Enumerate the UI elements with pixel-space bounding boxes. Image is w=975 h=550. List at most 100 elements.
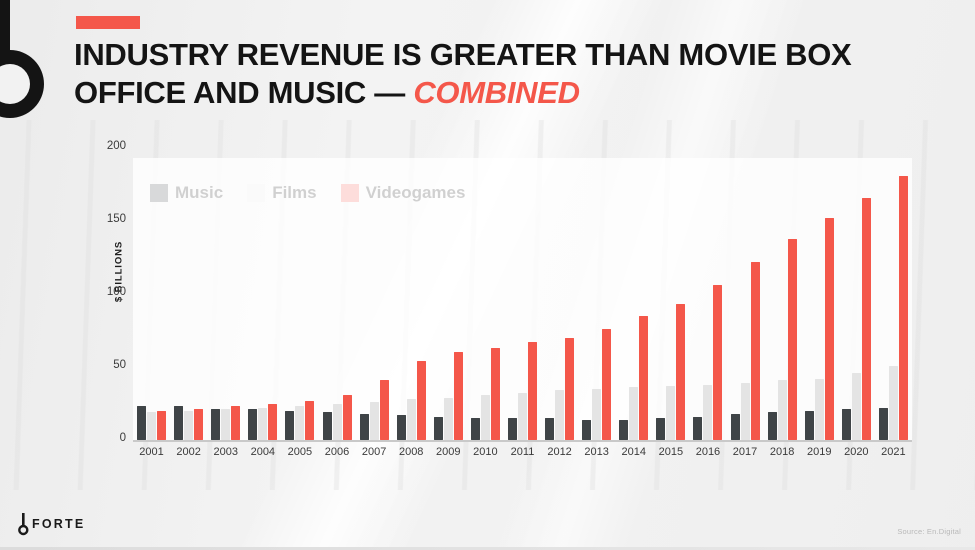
bar-music-2006[interactable] [322,412,332,440]
title-line-2-plain: OFFICE AND MUSIC — [74,75,414,110]
bar-videogames-2016[interactable] [713,285,723,440]
bar-music-2014[interactable] [619,419,629,440]
bar-groups [133,148,912,440]
bar-group [356,148,393,440]
x-axis-tick-label: 2020 [844,446,869,458]
bar-group [875,148,912,440]
bar-videogames-2014[interactable] [639,315,649,440]
bar-films-2007[interactable] [369,402,379,440]
bar-music-2002[interactable] [174,406,184,440]
bar-films-2001[interactable] [147,412,157,440]
bar-group [467,148,504,440]
bar-videogames-2006[interactable] [342,394,352,440]
bottom-divider [0,547,975,550]
x-axis-line [133,440,912,442]
bar-group [615,148,652,440]
bar-videogames-2018[interactable] [787,238,797,440]
bar-music-2015[interactable] [656,418,666,440]
bar-videogames-2019[interactable] [824,218,834,440]
bar-films-2011[interactable] [517,393,527,440]
x-axis-tick-label: 2006 [324,446,350,458]
bar-music-2013[interactable] [582,419,592,440]
bar-videogames-2010[interactable] [490,348,500,440]
bar-group [652,148,689,440]
bar-music-2005[interactable] [285,410,295,440]
bar-group [393,148,430,440]
bar-videogames-2002[interactable] [194,409,204,440]
bar-videogames-2015[interactable] [676,304,686,440]
bar-group [801,148,838,440]
bar-videogames-2020[interactable] [861,197,871,440]
bar-films-2010[interactable] [480,394,490,440]
bar-films-2008[interactable] [406,399,416,440]
bar-group [281,148,318,440]
bar-music-2021[interactable] [878,407,888,440]
x-axis-tick-label: 2017 [732,446,758,458]
bar-films-2019[interactable] [814,378,824,440]
bar-films-2003[interactable] [221,409,231,440]
bar-music-2008[interactable] [396,415,406,440]
bar-videogames-2017[interactable] [750,261,760,440]
bar-music-2011[interactable] [507,418,517,440]
bar-music-2019[interactable] [804,410,814,440]
key-icon [18,513,29,536]
bar-videogames-2011[interactable] [527,342,537,440]
y-axis-tick-label: 50 [113,359,126,371]
y-axis-ticks: 0 50 100 150 200 [70,140,126,448]
bar-films-2016[interactable] [703,384,713,440]
x-axis-tick-label: 2016 [695,446,721,458]
bar-videogames-2009[interactable] [453,352,463,440]
x-axis-labels: 2001 2002 2003 2004 2005 2006 2007 2008 2009 2010… [133,446,912,458]
x-axis-tick-label: 2004 [250,446,276,458]
numeral-six-mark-icon [0,0,44,118]
bar-films-2013[interactable] [592,388,602,440]
bar-videogames-2008[interactable] [416,361,426,440]
title-line-2: OFFICE AND MUSIC — COMBINED [74,74,934,112]
bar-group [504,148,541,440]
title-line-2-accent: COMBINED [413,75,580,110]
bar-films-2015[interactable] [666,385,676,440]
bar-videogames-2021[interactable] [898,175,908,440]
bar-films-2014[interactable] [629,387,639,440]
bar-group [430,148,467,440]
bar-videogames-2003[interactable] [231,406,241,440]
bar-music-2009[interactable] [433,416,443,440]
bar-videogames-2001[interactable] [157,410,167,440]
x-axis-tick-label: 2011 [510,446,535,458]
bar-group [689,148,726,440]
bar-music-2017[interactable] [730,413,740,440]
bar-music-2001[interactable] [137,406,147,440]
bar-films-2002[interactable] [184,410,194,440]
bar-videogames-2004[interactable] [268,403,278,440]
bar-music-2007[interactable] [359,413,369,440]
bar-group [207,148,244,440]
x-axis-tick-label: 2001 [139,446,164,458]
x-axis-tick-label: 2008 [398,446,424,458]
y-axis-tick-label: 200 [106,140,126,152]
bar-music-2004[interactable] [248,409,258,440]
x-axis-tick-label: 2003 [213,446,238,458]
bar-films-2009[interactable] [443,397,453,440]
forte-logo: FORTE [17,512,85,536]
x-axis-tick-label: 2019 [806,446,832,458]
bar-videogames-2013[interactable] [602,329,612,440]
bar-films-2020[interactable] [851,372,861,440]
bar-videogames-2005[interactable] [305,400,315,440]
bar-music-2012[interactable] [545,418,555,440]
bar-films-2017[interactable] [740,383,750,440]
bar-films-2021[interactable] [888,365,898,440]
bar-group [578,148,615,440]
bar-films-2006[interactable] [332,403,342,440]
bar-music-2020[interactable] [841,409,851,440]
bar-films-2005[interactable] [295,406,305,440]
bar-music-2010[interactable] [470,418,480,440]
bar-music-2003[interactable] [211,409,221,440]
bar-music-2016[interactable] [693,416,703,440]
bar-videogames-2007[interactable] [379,380,389,440]
bar-videogames-2012[interactable] [565,337,575,440]
bar-music-2018[interactable] [767,412,777,440]
x-axis-tick-label: 2012 [547,446,572,458]
bar-films-2004[interactable] [258,407,268,440]
bar-films-2012[interactable] [555,390,565,440]
bar-films-2018[interactable] [777,380,787,440]
